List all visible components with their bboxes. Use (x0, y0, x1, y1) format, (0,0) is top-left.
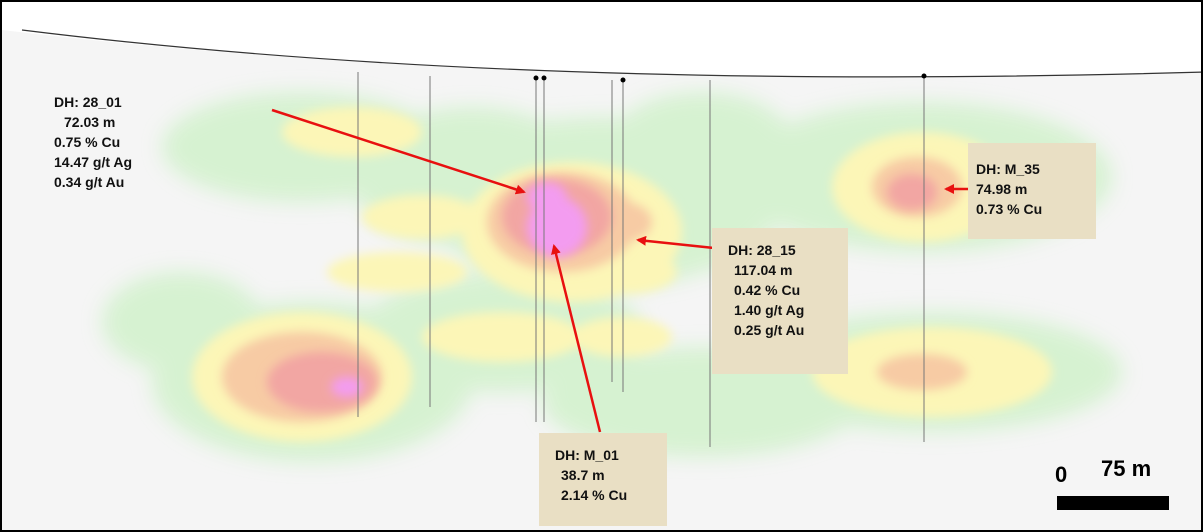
collars (533, 73, 927, 83)
arrow-dh-28-15 (636, 235, 715, 250)
arrow-dh-28-01 (271, 108, 526, 195)
label-dh-m-35: DH: M_35 74.98 m 0.73 % Cu (968, 143, 1096, 239)
label-interval: 38.7 m (561, 467, 605, 483)
label-cu: 0.42 % Cu (734, 282, 801, 298)
label-hole: DH: M_01 (555, 447, 619, 463)
collar-dot (620, 77, 626, 83)
label-cu: 0.75 % Cu (54, 134, 121, 150)
scale-distance-label: 75 m (1101, 456, 1152, 481)
label-interval: 72.03 m (64, 114, 116, 130)
collar-dot (533, 75, 539, 81)
scale-bar-graphic (1057, 496, 1169, 510)
arrow-dh-m-01 (551, 244, 602, 433)
label-hole: DH: 28_01 (54, 94, 122, 110)
label-cu: 2.14 % Cu (561, 487, 628, 503)
callout-arrows (271, 108, 970, 433)
grade-shell-magenta (331, 182, 587, 397)
sky-area (2, 2, 1201, 77)
label-ag: 14.47 g/t Ag (54, 154, 133, 170)
topography-line (21, 29, 1201, 78)
label-hole: DH: 28_15 (728, 242, 796, 258)
label-au: 0.25 g/t Au (734, 322, 805, 338)
label-interval: 74.98 m (976, 181, 1028, 197)
label-ag: 1.40 g/t Ag (734, 302, 805, 318)
label-interval: 117.04 m (734, 262, 793, 278)
label-au: 0.34 g/t Au (54, 174, 125, 190)
label-dh-28-01: DH: 28_01 72.03 m 0.75 % Cu 14.47 g/t Ag… (54, 92, 132, 192)
label-cu: 0.73 % Cu (976, 201, 1043, 217)
label-dh-28-15: DH: 28_15 117.04 m 0.42 % Cu 1.40 g/t Ag… (712, 228, 848, 374)
drill-holes (357, 72, 925, 447)
collar-dot (541, 75, 547, 81)
label-dh-m-01: DH: M_01 38.7 m 2.14 % Cu (539, 433, 667, 526)
scale-bar: 0 75 m (1041, 456, 1171, 516)
label-hole: DH: M_35 (976, 161, 1040, 177)
scale-zero-label: 0 (1055, 462, 1068, 487)
collar-dot (921, 73, 927, 79)
